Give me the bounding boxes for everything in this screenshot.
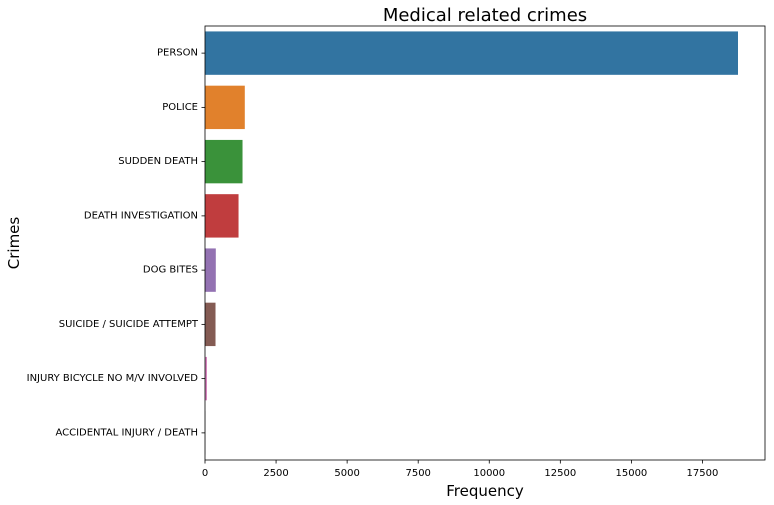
- x-tick-label: 12500: [544, 468, 576, 479]
- y-tick-label: DEATH INVESTIGATION: [84, 210, 198, 221]
- y-tick-label: SUICIDE / SUICIDE ATTEMPT: [59, 319, 199, 330]
- bar-dog-bites: [205, 248, 216, 292]
- bar-death-investigation: [205, 194, 239, 238]
- chart-title: Medical related crimes: [383, 5, 587, 26]
- plot-frame: [204, 25, 766, 461]
- x-tick-label: 2500: [263, 468, 288, 479]
- y-tick-label: PERSON: [157, 48, 198, 59]
- y-tick-label: SUDDEN DEATH: [118, 156, 198, 167]
- bars-group: [205, 31, 738, 455]
- bar-person: [205, 31, 738, 75]
- bar-suicide-suicide-attempt: [205, 302, 216, 347]
- x-tick-label: 17500: [687, 468, 719, 479]
- x-tick-label: 5000: [334, 468, 359, 479]
- bar-police: [205, 85, 245, 130]
- x-tick-label: 15000: [615, 468, 647, 479]
- x-tick-label: 0: [202, 468, 208, 479]
- x-axis-title: Frequency: [446, 482, 524, 500]
- y-axis-title: Crimes: [5, 217, 23, 270]
- bar-injury-bicycle-no-m-v-involved: [205, 356, 207, 401]
- y-tick-label: INJURY BICYCLE NO M/V INVOLVED: [27, 373, 199, 384]
- x-tick-label: 7500: [405, 468, 430, 479]
- y-tick-label: POLICE: [162, 102, 198, 113]
- x-tick-label: 10000: [473, 468, 505, 479]
- y-tick-label: DOG BITES: [143, 265, 198, 276]
- x-axis-ticks: 0 2500 5000 7500 10000 12500 15000 17500: [202, 460, 719, 479]
- y-tick-label: ACCIDENTAL INJURY / DEATH: [55, 427, 198, 438]
- bar-sudden-death: [205, 139, 243, 184]
- y-axis-ticks: PERSON POLICE SUDDEN DEATH DEATH INVESTIGAT…: [27, 48, 205, 438]
